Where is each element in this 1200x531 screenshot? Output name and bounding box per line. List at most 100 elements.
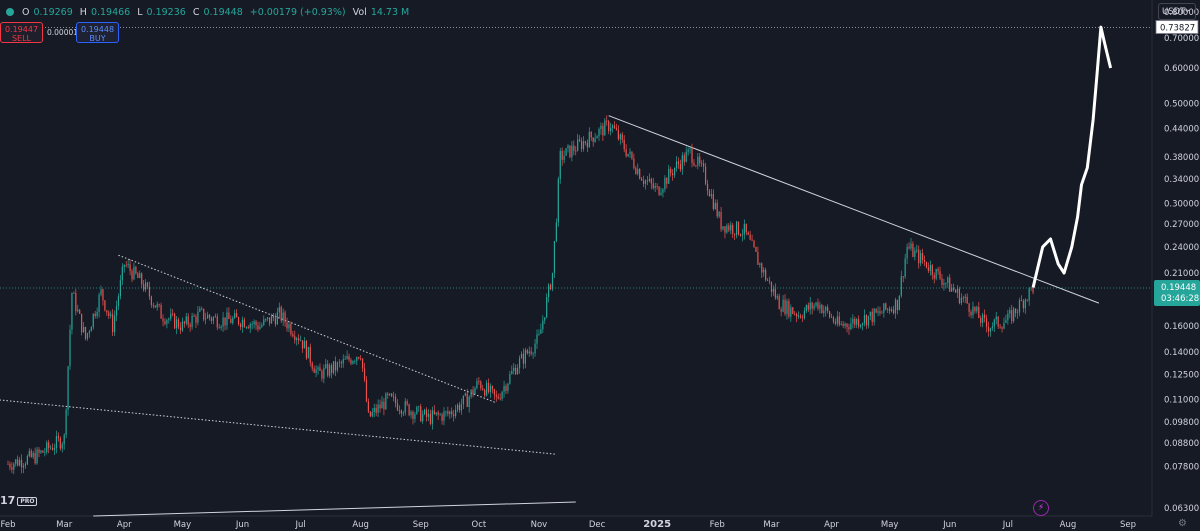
y-tick-label: 0.09800 [1164, 418, 1199, 428]
candle-body [914, 250, 916, 257]
candle-body [828, 311, 831, 317]
candle-body [480, 381, 482, 389]
candle-body [115, 306, 118, 316]
candle-body [999, 326, 1001, 328]
candle-body [482, 388, 484, 390]
candle-body [181, 321, 183, 331]
candle-body [447, 411, 449, 414]
candle-body [906, 247, 908, 259]
y-tick-label: 0.34000 [1164, 175, 1199, 185]
candle-body [619, 134, 621, 140]
candle-body [98, 294, 100, 312]
candle-body [887, 308, 889, 310]
gear-icon[interactable]: ⚙ [1178, 518, 1187, 529]
candle-body [377, 404, 379, 413]
x-tick-label: Jul [1002, 520, 1013, 530]
candle-body [770, 281, 773, 292]
candle-body [369, 411, 371, 417]
y-tick-label: 0.30000 [1164, 199, 1199, 209]
candle-body [125, 264, 127, 266]
candle-body [1024, 299, 1026, 309]
candle-body [139, 273, 141, 278]
candle-body [344, 358, 346, 360]
candle-body [716, 202, 718, 217]
candle-body [980, 318, 982, 323]
candle-body [856, 319, 858, 325]
candle-body [918, 249, 920, 264]
candle-body [635, 168, 637, 174]
candle-body [602, 125, 604, 136]
candle-body [437, 412, 439, 415]
candle-body [631, 151, 633, 159]
candle-body [131, 270, 133, 280]
candle-body [253, 321, 255, 325]
candle-body [299, 340, 302, 342]
candle-body [949, 277, 951, 292]
x-tick-label: Oct [472, 520, 487, 530]
candle-body [79, 309, 81, 314]
candle-body [294, 336, 296, 340]
sell-button[interactable]: 0.19447 SELL [0, 22, 43, 43]
low-value: 0.19236 [146, 6, 186, 18]
candle-body [346, 356, 348, 359]
candle-body [954, 290, 957, 293]
buy-button[interactable]: 0.19448 BUY [76, 22, 119, 43]
lightning-icon[interactable]: ⚡ [1033, 500, 1049, 516]
candle-body [286, 322, 288, 329]
candle-body [548, 284, 550, 297]
candle-body [726, 225, 728, 233]
candle-body [642, 180, 645, 184]
candle-body [737, 221, 740, 235]
x-tick-label: Sep [413, 520, 429, 530]
candle-body [991, 326, 993, 329]
candle-body [641, 178, 643, 181]
candle-body [956, 288, 959, 293]
currency-selector[interactable]: USDT ⌄ [1158, 3, 1196, 20]
candle-body [232, 318, 234, 324]
candle-body [1032, 287, 1034, 293]
candle-body [757, 251, 759, 265]
candle-body [993, 319, 995, 327]
candle-body [261, 324, 263, 327]
candle-body [984, 314, 986, 319]
candle-body [342, 359, 344, 364]
candle-body [195, 316, 197, 323]
candle-body [193, 315, 195, 317]
candle-body [848, 327, 850, 330]
candle-body [42, 450, 44, 453]
y-tick-label: 0.08800 [1164, 439, 1199, 449]
candle-body [267, 317, 269, 320]
candle-body [679, 164, 681, 170]
y-tick-label: 0.12500 [1164, 370, 1199, 380]
candle-body [978, 306, 980, 319]
trendline [608, 115, 1100, 304]
candle-body [819, 304, 821, 309]
candle-body [491, 386, 494, 390]
candle-body [32, 452, 34, 457]
candle-body [964, 296, 966, 298]
candle-body [100, 289, 102, 295]
candle-body [443, 411, 445, 421]
target-price-label: 0.73827 [1160, 24, 1195, 34]
x-tick-label: Aug [1060, 520, 1077, 530]
candle-body [425, 409, 428, 417]
candle-body [815, 302, 817, 306]
candle-body [761, 263, 763, 273]
candle-body [30, 450, 32, 457]
candle-body [172, 313, 174, 315]
candle-body [677, 161, 680, 165]
candle-body [555, 222, 557, 242]
candle-body [797, 315, 800, 317]
y-tick-label: 0.21000 [1164, 269, 1199, 279]
currency-label: USDT [1162, 7, 1186, 17]
candle-body [958, 288, 961, 304]
candle-body [94, 313, 96, 317]
y-tick-label: 0.60000 [1164, 64, 1199, 74]
candle-body [1003, 323, 1005, 329]
candle-body [908, 247, 910, 249]
y-tick-label: 0.06300 [1164, 504, 1199, 514]
candle-body [817, 302, 819, 309]
candle-body [664, 177, 666, 190]
x-tick-label: May [174, 520, 192, 530]
